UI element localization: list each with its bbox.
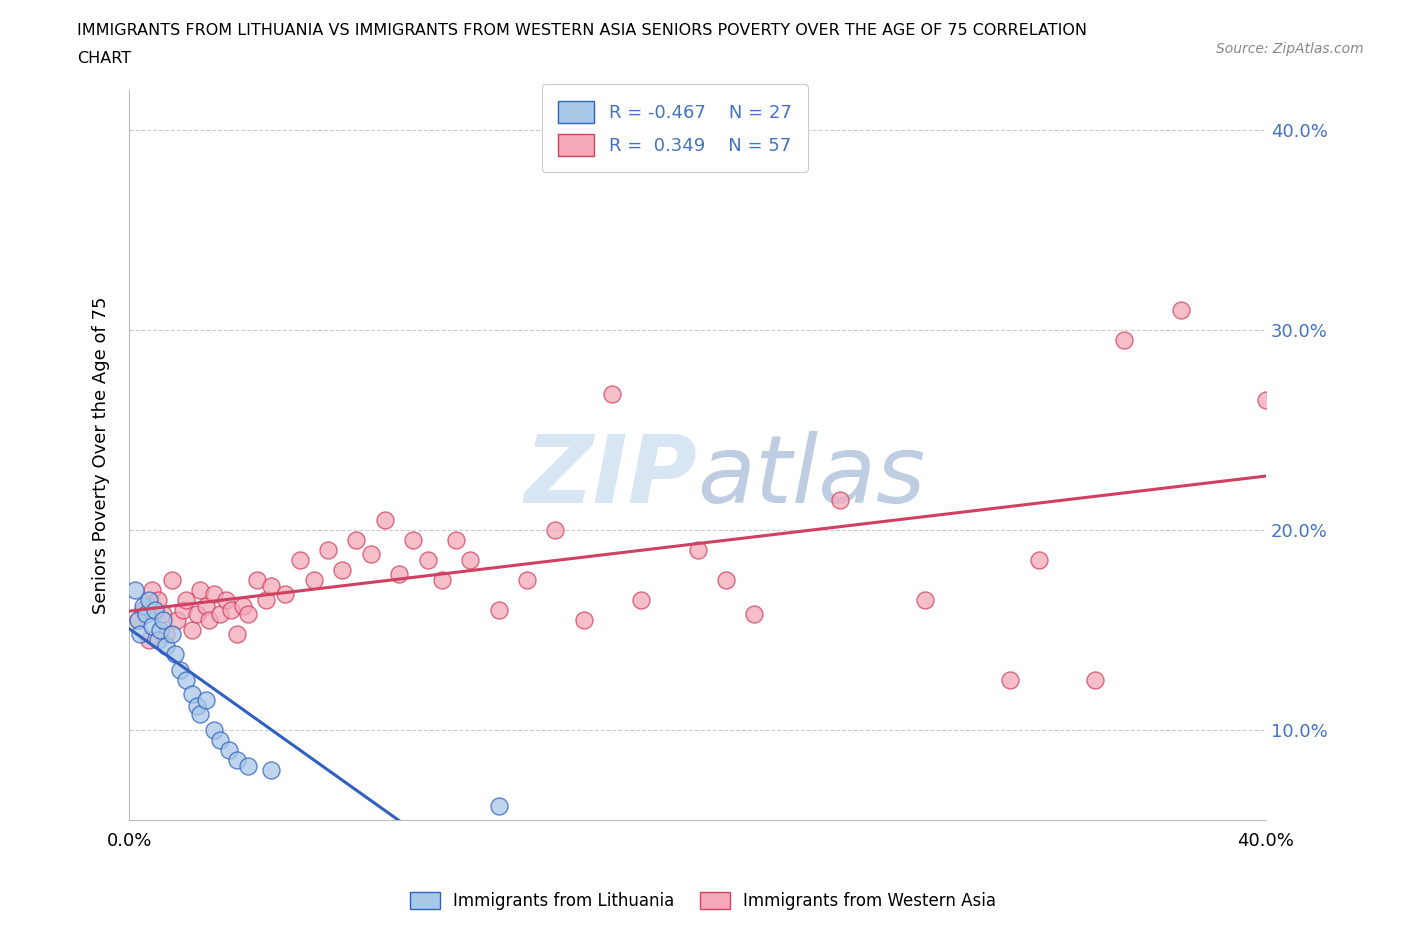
Point	[302, 573, 325, 588]
Point	[141, 618, 163, 633]
Point	[141, 582, 163, 597]
Point	[516, 573, 538, 588]
Point	[194, 599, 217, 614]
Point	[686, 542, 709, 557]
Point	[238, 606, 260, 621]
Point	[1028, 552, 1050, 567]
Point	[155, 639, 177, 654]
Point	[744, 606, 766, 621]
Point	[143, 603, 166, 618]
Point	[488, 799, 510, 814]
Point	[127, 613, 149, 628]
Point	[221, 603, 243, 618]
Point	[124, 582, 146, 597]
Point	[998, 672, 1021, 687]
Point	[188, 582, 211, 597]
Point	[260, 763, 283, 777]
Point	[174, 672, 197, 687]
Point	[488, 603, 510, 618]
Point	[1084, 672, 1107, 687]
Y-axis label: Seniors Poverty Over the Age of 75: Seniors Poverty Over the Age of 75	[93, 297, 110, 614]
Point	[146, 632, 169, 647]
Point	[194, 693, 217, 708]
Point	[166, 613, 188, 628]
Point	[288, 552, 311, 567]
Point	[226, 752, 249, 767]
Point	[197, 613, 219, 628]
Point	[180, 686, 202, 701]
Point	[132, 603, 155, 618]
Point	[169, 663, 191, 678]
Point	[374, 512, 396, 527]
Point	[127, 613, 149, 628]
Point	[149, 623, 172, 638]
Point	[202, 587, 225, 602]
Point	[186, 606, 208, 621]
Point	[226, 627, 249, 642]
Point	[572, 613, 595, 628]
Point	[246, 573, 269, 588]
Point	[132, 599, 155, 614]
Point	[152, 606, 174, 621]
Point	[186, 698, 208, 713]
Point	[828, 493, 851, 508]
Point	[202, 723, 225, 737]
Point	[238, 759, 260, 774]
Point	[544, 523, 567, 538]
Point	[600, 387, 623, 402]
Point	[152, 613, 174, 628]
Text: IMMIGRANTS FROM LITHUANIA VS IMMIGRANTS FROM WESTERN ASIA SENIORS POVERTY OVER T: IMMIGRANTS FROM LITHUANIA VS IMMIGRANTS …	[77, 23, 1087, 38]
Point	[138, 632, 160, 647]
Point	[180, 623, 202, 638]
Point	[215, 592, 238, 607]
Point	[714, 573, 737, 588]
Point	[316, 542, 339, 557]
Point	[1112, 333, 1135, 348]
Point	[254, 592, 277, 607]
Text: Source: ZipAtlas.com: Source: ZipAtlas.com	[1216, 42, 1364, 56]
Point	[172, 603, 194, 618]
Point	[274, 587, 297, 602]
Point	[914, 592, 936, 607]
Point	[146, 592, 169, 607]
Text: atlas: atlas	[697, 432, 925, 523]
Point	[260, 578, 283, 593]
Point	[388, 566, 411, 581]
Point	[160, 627, 183, 642]
Point	[1254, 392, 1277, 407]
Point	[430, 573, 453, 588]
Legend: R = -0.467    N = 27, R =  0.349    N = 57: R = -0.467 N = 27, R = 0.349 N = 57	[541, 85, 808, 172]
Point	[232, 599, 254, 614]
Point	[630, 592, 652, 607]
Point	[163, 646, 186, 661]
Point	[346, 533, 368, 548]
Point	[458, 552, 481, 567]
Point	[138, 592, 160, 607]
Text: ZIP: ZIP	[524, 431, 697, 523]
Point	[360, 547, 382, 562]
Point	[330, 563, 353, 578]
Text: CHART: CHART	[77, 51, 131, 66]
Point	[160, 573, 183, 588]
Point	[208, 606, 231, 621]
Point	[135, 606, 157, 621]
Point	[1170, 302, 1192, 317]
Point	[208, 733, 231, 748]
Point	[174, 592, 197, 607]
Point	[402, 533, 425, 548]
Legend: Immigrants from Lithuania, Immigrants from Western Asia: Immigrants from Lithuania, Immigrants fr…	[404, 885, 1002, 917]
Point	[129, 627, 152, 642]
Point	[444, 533, 467, 548]
Point	[155, 627, 177, 642]
Point	[188, 707, 211, 722]
Point	[416, 552, 439, 567]
Point	[218, 743, 240, 758]
